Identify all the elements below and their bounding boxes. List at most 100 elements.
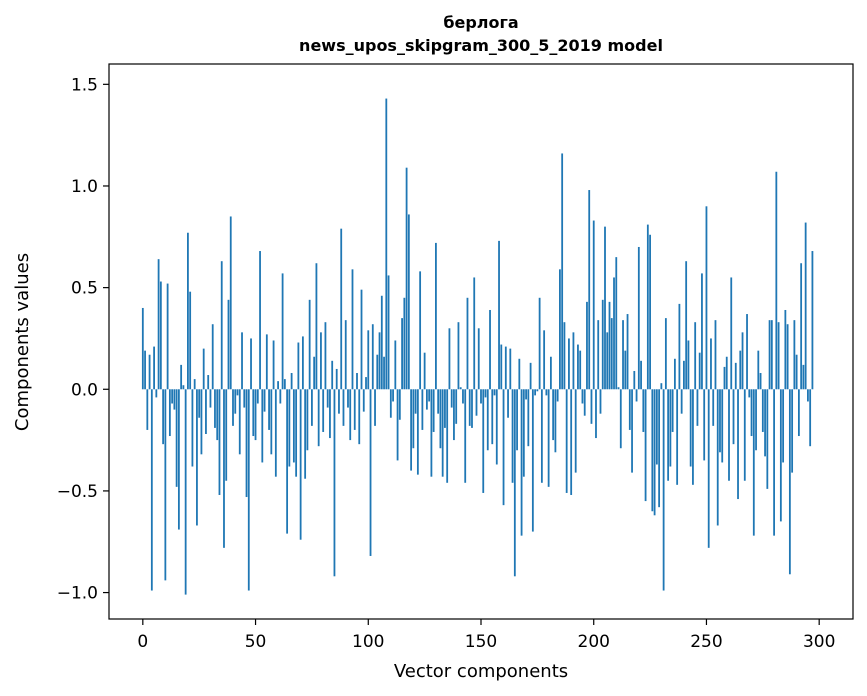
bar-223 (644, 389, 647, 502)
bar-116 (403, 297, 406, 390)
bar-76 (313, 356, 316, 390)
bar-58 (272, 340, 275, 390)
y-tick-label: 0.5 (71, 279, 98, 299)
bar-15 (175, 389, 178, 487)
bar-203 (599, 389, 602, 414)
bar-227 (653, 389, 656, 516)
bar-126 (425, 389, 428, 410)
bar-113 (396, 389, 399, 461)
bar-31 (211, 324, 214, 390)
bar-54 (263, 389, 266, 412)
bar-83 (329, 389, 331, 439)
bar-177 (540, 389, 543, 483)
bar-174 (534, 389, 537, 396)
bar-186 (561, 153, 564, 390)
bar-216 (628, 389, 631, 430)
y-tick-label: 1.5 (71, 75, 98, 95)
bar-184 (556, 389, 559, 402)
bar-9 (162, 389, 165, 445)
bar-60 (277, 381, 279, 390)
plot-frame (108, 63, 854, 620)
bar-240 (683, 360, 685, 390)
bar-230 (660, 383, 663, 390)
bar-231 (662, 389, 665, 591)
bar-108 (385, 98, 388, 390)
bar-210 (615, 257, 618, 390)
bar-245 (694, 322, 697, 390)
bar-1 (144, 350, 146, 390)
y-tick-label: −0.5 (57, 482, 98, 502)
bar-132 (439, 389, 442, 449)
bar-106 (380, 295, 383, 390)
bar-0 (141, 307, 144, 390)
bar-181 (549, 356, 552, 390)
bar-268 (746, 314, 748, 390)
bar-224 (646, 224, 649, 390)
bar-154 (489, 309, 491, 390)
bar-246 (696, 389, 699, 426)
bar-14 (173, 389, 176, 410)
bar-55 (265, 334, 268, 390)
bar-263 (734, 362, 737, 390)
bar-115 (401, 318, 403, 390)
bar-211 (617, 387, 620, 390)
bar-267 (743, 389, 746, 481)
bar-212 (619, 389, 622, 449)
bar-176 (538, 297, 541, 390)
bar-277 (766, 389, 769, 489)
bar-139 (455, 389, 458, 424)
bar-134 (444, 389, 446, 428)
bar-243 (689, 389, 692, 467)
bar-282 (777, 322, 780, 390)
bar-165 (513, 389, 516, 577)
bar-24 (196, 389, 198, 526)
bar-75 (311, 389, 313, 426)
bar-80 (322, 389, 325, 432)
bar-185 (559, 269, 561, 390)
bar-213 (622, 320, 624, 390)
bar-202 (597, 320, 600, 390)
bar-151 (482, 389, 485, 493)
x-tick-label: 150 (465, 632, 497, 652)
bar-136 (448, 328, 451, 390)
bar-13 (171, 389, 174, 404)
bar-294 (804, 222, 807, 390)
bar-63 (283, 379, 286, 390)
x-tick-label: 100 (352, 632, 384, 652)
bar-158 (498, 240, 500, 390)
bar-137 (450, 389, 453, 408)
bar-258 (723, 366, 726, 390)
bar-226 (651, 389, 654, 512)
x-axis-label: Vector components (394, 661, 568, 682)
bar-197 (586, 301, 588, 390)
bar-36 (223, 389, 225, 548)
bar-192 (574, 389, 577, 473)
bar-157 (495, 389, 498, 465)
bar-256 (719, 389, 721, 453)
bar-73 (306, 389, 309, 451)
bar-50 (254, 389, 257, 441)
bar-290 (795, 354, 798, 390)
bar-93 (351, 269, 354, 390)
bar-205 (604, 226, 606, 390)
bar-40 (232, 389, 234, 426)
bar-171 (527, 389, 530, 447)
x-tick-label: 200 (578, 632, 610, 652)
bar-166 (516, 389, 518, 451)
bar-249 (703, 389, 706, 461)
bar-143 (464, 389, 467, 483)
x-tick-label: 50 (245, 632, 267, 652)
bar-175 (536, 389, 539, 392)
y-tick-label: −1.0 (57, 584, 98, 604)
bar-204 (601, 299, 604, 390)
bar-19 (184, 389, 187, 595)
bar-68 (295, 389, 298, 477)
bar-214 (624, 350, 627, 390)
bar-247 (698, 352, 701, 390)
bar-232 (664, 318, 667, 390)
bar-271 (752, 389, 755, 536)
bar-97 (360, 289, 363, 390)
bar-94 (353, 389, 356, 430)
